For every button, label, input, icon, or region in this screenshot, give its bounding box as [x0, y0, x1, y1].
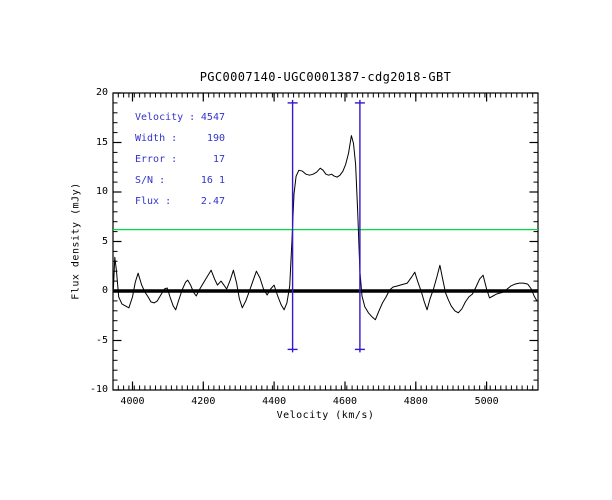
fit-row-width: Width : 190 — [135, 128, 225, 149]
fit-row-flux: Flux : 2.47 — [135, 191, 225, 212]
x-tick-label: 4600 — [332, 396, 358, 407]
y-tick-label: -10 — [89, 384, 108, 395]
y-tick-label: 5 — [101, 235, 108, 247]
x-tick-label: 4200 — [191, 396, 216, 407]
width-label: Width : — [135, 133, 178, 144]
sn-label: S/N : — [135, 175, 166, 186]
sn-value: 16 1 — [200, 175, 225, 186]
width-value: 190 — [206, 133, 225, 144]
y-tick-label: 10 — [95, 186, 108, 197]
x-axis-title: Velocity (km/s) — [276, 410, 375, 421]
fit-row-sn: S/N : 16 1 — [135, 170, 225, 191]
velocity-label: Velocity : — [135, 112, 196, 123]
error-value: 17 — [212, 154, 225, 165]
x-tick-label: 4000 — [120, 396, 145, 407]
fit-row-error: Error : 17 — [135, 149, 225, 170]
x-tick-label: 5000 — [474, 396, 499, 407]
plot-title: PGC0007140-UGC0001387-cdg2018-GBT — [199, 70, 452, 84]
y-tick-label: -5 — [95, 334, 108, 346]
error-label: Error : — [135, 154, 178, 165]
y-tick-label: 20 — [95, 87, 108, 98]
x-tick-label: 4800 — [403, 396, 428, 407]
y-tick-label: 15 — [95, 136, 108, 148]
velocity-value: 4547 — [200, 112, 225, 123]
flux-value: 2.47 — [200, 196, 225, 207]
fit-row-velocity: Velocity : 4547 — [135, 107, 225, 128]
x-tick-label: 4400 — [262, 396, 287, 407]
fit-parameters-panel: Velocity : 4547 Width : 190 Error : 17 S… — [135, 107, 225, 212]
y-tick-label: 0 — [101, 285, 108, 296]
flux-label: Flux : — [135, 196, 172, 207]
